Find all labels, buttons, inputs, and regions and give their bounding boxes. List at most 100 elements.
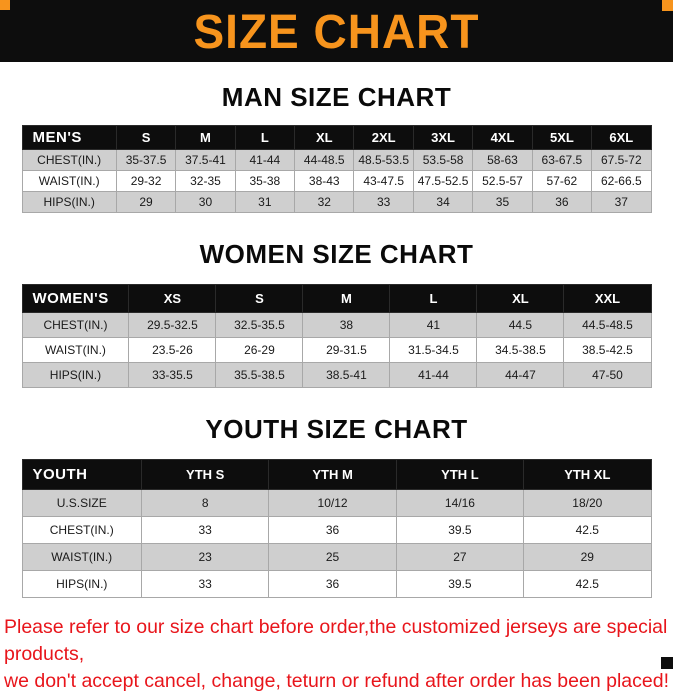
- size-value-cell: 10/12: [268, 489, 397, 517]
- size-value-cell: 32: [294, 191, 355, 213]
- size-value-cell: 48.5-53.5: [353, 149, 414, 171]
- size-value-cell: 29-31.5: [302, 337, 391, 363]
- women-size-chart-section: WOMEN SIZE CHART WOMEN'S XS S M L XL XXL CHEST(…: [0, 239, 673, 388]
- size-column-header: 6XL: [591, 125, 652, 150]
- size-value-cell: 44.5: [476, 312, 565, 338]
- size-column-header: YTH L: [395, 459, 525, 490]
- size-column-header: YTH S: [140, 459, 270, 490]
- size-value-cell: 37: [591, 191, 652, 213]
- size-value-cell: 25: [268, 543, 397, 571]
- size-value-cell: 47-50: [563, 362, 652, 388]
- men-size-table: MEN'S S M L XL 2XL 3XL 4XL 5XL 6XL CHEST(IN.) 35-37…: [21, 125, 652, 213]
- page-title: SIZE CHART: [193, 3, 480, 59]
- measurement-row: HIPS(IN.) 29 30 31 32 33 34 35 36 37: [21, 191, 652, 213]
- size-value-cell: 38-43: [294, 170, 355, 192]
- size-value-cell: 31.5-34.5: [389, 337, 478, 363]
- size-value-cell: 62-66.5: [591, 170, 652, 192]
- size-value-cell: 58-63: [472, 149, 533, 171]
- size-value-cell: 41-44: [389, 362, 478, 388]
- size-value-cell: 37.5-41: [175, 149, 236, 171]
- order-policy-line-1: Please refer to our size chart before or…: [4, 616, 668, 665]
- size-value-cell: 26-29: [215, 337, 304, 363]
- youth-size-chart-section: YOUTH SIZE CHART YOUTH YTH S YTH M YTH L YTH…: [0, 414, 673, 598]
- size-value-cell: 35-37.5: [115, 149, 177, 171]
- size-column-header: 2XL: [353, 125, 414, 150]
- size-value-cell: 44-47: [476, 362, 565, 388]
- corner-accent-square-top-right: [662, 0, 673, 11]
- size-column-header: 3XL: [412, 125, 474, 150]
- size-value-cell: 36: [268, 516, 397, 544]
- row-label: HIPS(IN.): [21, 570, 142, 598]
- size-value-cell: 32.5-35.5: [215, 312, 304, 338]
- row-label: CHEST(IN.): [21, 312, 130, 338]
- size-value-cell: 8: [140, 489, 270, 517]
- size-column-header: 4XL: [472, 125, 533, 150]
- corner-accent-square-top-left: [0, 0, 10, 10]
- size-value-cell: 29.5-32.5: [128, 312, 217, 338]
- title-banner: SIZE CHART: [0, 0, 673, 62]
- size-column-header: L: [389, 284, 478, 313]
- size-value-cell: 33: [140, 516, 270, 544]
- size-column-header: S: [215, 284, 304, 313]
- table-title-cell: WOMEN'S: [21, 284, 130, 313]
- man-size-chart-heading: MAN SIZE CHART: [221, 82, 452, 112]
- size-column-header: YTH XL: [523, 459, 652, 490]
- table-title-cell: YOUTH: [21, 459, 142, 490]
- measurement-row: CHEST(IN.) 35-37.5 37.5-41 41-44 44-48.5 48.5…: [21, 149, 652, 171]
- size-value-cell: 33-35.5: [128, 362, 217, 388]
- size-value-cell: 31: [234, 191, 296, 213]
- size-column-header: M: [302, 284, 391, 313]
- table-title-cell: MEN'S: [21, 125, 117, 150]
- size-value-cell: 42.5: [523, 516, 652, 544]
- row-label: WAIST(IN.): [21, 170, 117, 192]
- size-value-cell: 36: [531, 191, 593, 213]
- size-column-header: 5XL: [531, 125, 593, 150]
- size-column-header: L: [234, 125, 296, 150]
- measurement-row: U.S.SIZE 8 10/12 14/16 18/20: [21, 489, 652, 517]
- size-value-cell: 29-32: [115, 170, 177, 192]
- order-policy-note: Please refer to our size chart before or…: [4, 614, 673, 695]
- header-row: YOUTH YTH S YTH M YTH L YTH XL: [21, 459, 652, 490]
- size-value-cell: 43-47.5: [353, 170, 414, 192]
- size-value-cell: 18/20: [523, 489, 652, 517]
- size-value-cell: 33: [140, 570, 270, 598]
- row-label: HIPS(IN.): [21, 191, 117, 213]
- youth-size-chart-heading: YOUTH SIZE CHART: [205, 414, 468, 444]
- row-label: WAIST(IN.): [21, 337, 130, 363]
- size-value-cell: 35-38: [234, 170, 296, 192]
- size-value-cell: 30: [175, 191, 236, 213]
- measurement-row: CHEST(IN.) 29.5-32.5 32.5-35.5 38 41 44.5 44.5…: [21, 312, 652, 338]
- size-value-cell: 47.5-52.5: [412, 170, 474, 192]
- row-label: CHEST(IN.): [21, 149, 117, 171]
- order-policy-line-2: we don't accept cancel, change, teturn o…: [4, 670, 669, 692]
- size-value-cell: 44-48.5: [294, 149, 355, 171]
- size-value-cell: 35: [472, 191, 533, 213]
- header-row: MEN'S S M L XL 2XL 3XL 4XL 5XL 6XL: [21, 125, 652, 150]
- measurement-row: HIPS(IN.) 33 36 39.5 42.5: [21, 570, 652, 598]
- women-size-chart-heading: WOMEN SIZE CHART: [199, 239, 474, 269]
- size-column-header: XS: [128, 284, 217, 313]
- size-column-header: S: [115, 125, 177, 150]
- measurement-row: HIPS(IN.) 33-35.5 35.5-38.5 38.5-41 41-44 44-…: [21, 362, 652, 388]
- size-value-cell: 41-44: [234, 149, 296, 171]
- size-column-header: M: [175, 125, 236, 150]
- women-size-table: WOMEN'S XS S M L XL XXL CHEST(IN.) 29.5-32.5 32.5…: [21, 284, 652, 388]
- size-value-cell: 39.5: [395, 516, 525, 544]
- header-row: WOMEN'S XS S M L XL XXL: [21, 284, 652, 313]
- size-column-header: XXL: [563, 284, 652, 313]
- size-value-cell: 38: [302, 312, 391, 338]
- size-value-cell: 34: [412, 191, 474, 213]
- measurement-row: CHEST(IN.) 33 36 39.5 42.5: [21, 516, 652, 544]
- measurement-row: WAIST(IN.) 23 25 27 29: [21, 543, 652, 571]
- size-value-cell: 53.5-58: [412, 149, 474, 171]
- size-value-cell: 38.5-41: [302, 362, 391, 388]
- size-value-cell: 23.5-26: [128, 337, 217, 363]
- size-value-cell: 33: [353, 191, 414, 213]
- size-value-cell: 35.5-38.5: [215, 362, 304, 388]
- row-label: U.S.SIZE: [21, 489, 142, 517]
- size-column-header: YTH M: [268, 459, 397, 490]
- man-size-chart-section: MAN SIZE CHART MEN'S S M L XL 2XL 3XL 4XL 5XL 6XL…: [0, 82, 673, 213]
- size-value-cell: 63-67.5: [531, 149, 593, 171]
- size-value-cell: 14/16: [395, 489, 525, 517]
